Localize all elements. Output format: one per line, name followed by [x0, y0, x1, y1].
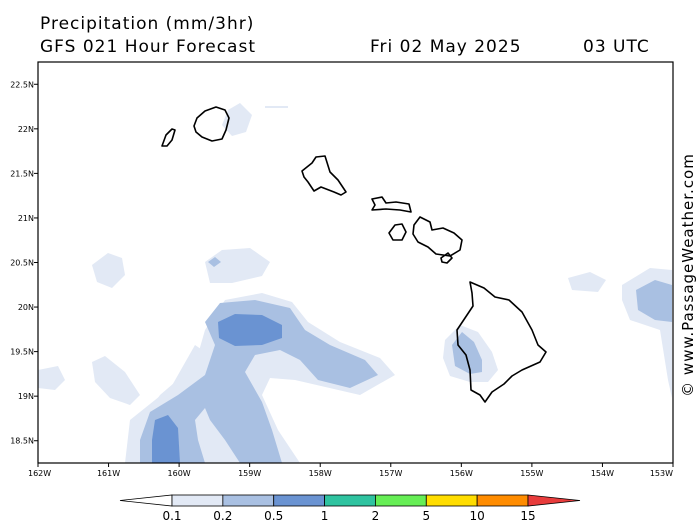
colorbar-label: 0.5 — [264, 509, 283, 523]
lat-tick-label: 20N — [18, 303, 34, 312]
lon-tick-label: 159W — [238, 469, 261, 478]
kauai-island — [193, 106, 230, 142]
lat-tick-label: 21N — [18, 214, 34, 223]
chart-title: Precipitation (mm/3hr) — [40, 14, 255, 34]
lon-tick-label: 161W — [97, 469, 120, 478]
colorbar-label: 0.2 — [213, 509, 232, 523]
precip-area-west-small — [92, 253, 125, 288]
precip-band-light — [38, 103, 672, 463]
precip-area-east-medium — [636, 280, 672, 322]
forecast-label: GFS 021 Hour Forecast — [40, 37, 256, 57]
precip-area-east-small — [568, 272, 606, 292]
lon-tick-label: 155W — [520, 469, 543, 478]
colorbar-segment — [171, 494, 224, 507]
lon-tick-label: 154W — [591, 469, 614, 478]
precip-band-dark — [152, 314, 282, 463]
precip-area-north — [222, 103, 252, 136]
colorbar-segment — [527, 494, 581, 507]
colorbar-segment — [222, 494, 275, 507]
precip-area-core-medium — [140, 300, 378, 463]
colorbar-segment — [119, 494, 173, 507]
colorbar-label: 15 — [520, 509, 535, 523]
lat-tick-label: 18.5N — [10, 437, 34, 446]
precip-area-far-west — [38, 366, 65, 390]
precip-area-mid-blob — [205, 248, 270, 283]
oahu-island — [301, 155, 347, 196]
colorbar-label: 0.1 — [162, 509, 181, 523]
lon-tick-label: 160W — [168, 469, 191, 478]
colorbar: 0.1 0.2 0.5 1 2 5 10 15 — [119, 494, 581, 523]
forecast-date: Fri 02 May 2025 — [370, 37, 522, 57]
colorbar-label: 1 — [321, 509, 329, 523]
precip-area-south-dark — [152, 415, 180, 463]
watermark: © www.PassageWeather.com — [679, 153, 697, 397]
colorbar-segment — [375, 494, 427, 507]
maui-island — [412, 216, 463, 257]
kahoolawe-island — [440, 252, 453, 264]
precip-area-west-ring — [125, 345, 220, 463]
colorbar-segment — [273, 494, 325, 507]
precip-area-west-blob — [92, 356, 140, 405]
latitude-axis: 22.5N 22N 21.5N 21N 20.5N 20N 19.5N 19N 18.5N — [10, 80, 38, 446]
niihau-island — [161, 128, 176, 147]
precip-area-big-island-medium — [452, 332, 482, 374]
lon-tick-label: 158W — [309, 469, 332, 478]
lon-tick-label: 156W — [450, 469, 473, 478]
lat-tick-label: 20.5N — [10, 259, 34, 268]
colorbar-label: 10 — [470, 509, 485, 523]
map-frame — [37, 61, 674, 464]
coastline-layer — [161, 106, 547, 403]
lat-tick-label: 21.5N — [10, 169, 34, 178]
hawaii-big-island — [456, 281, 547, 403]
precip-area-north-streak — [265, 106, 288, 108]
colorbar-segment — [425, 494, 478, 507]
colorbar-label: 5 — [422, 509, 430, 523]
colorbar-label: 2 — [372, 509, 380, 523]
molokai-island — [371, 196, 412, 213]
colorbar-segment — [324, 494, 376, 507]
precip-band-medium — [140, 257, 672, 463]
lat-tick-label: 19.5N — [10, 348, 34, 357]
longitude-axis: 162W 161W 160W 159W 158W 157W 156W 155W 154W 153W — [28, 463, 674, 478]
lat-tick-label: 22.5N — [10, 80, 34, 89]
precip-area-core-dark — [218, 314, 282, 346]
lat-tick-label: 19N — [18, 392, 34, 401]
lon-tick-label: 153W — [650, 469, 673, 478]
precipitation-layer — [38, 103, 672, 463]
lat-tick-label: 22N — [18, 125, 34, 134]
lon-tick-label: 157W — [379, 469, 402, 478]
colorbar-segment — [476, 494, 529, 507]
lon-tick-label: 162W — [28, 469, 51, 478]
lanai-island — [388, 223, 407, 241]
precip-area-mid-dot — [208, 257, 221, 267]
forecast-time: 03 UTC — [583, 37, 650, 57]
